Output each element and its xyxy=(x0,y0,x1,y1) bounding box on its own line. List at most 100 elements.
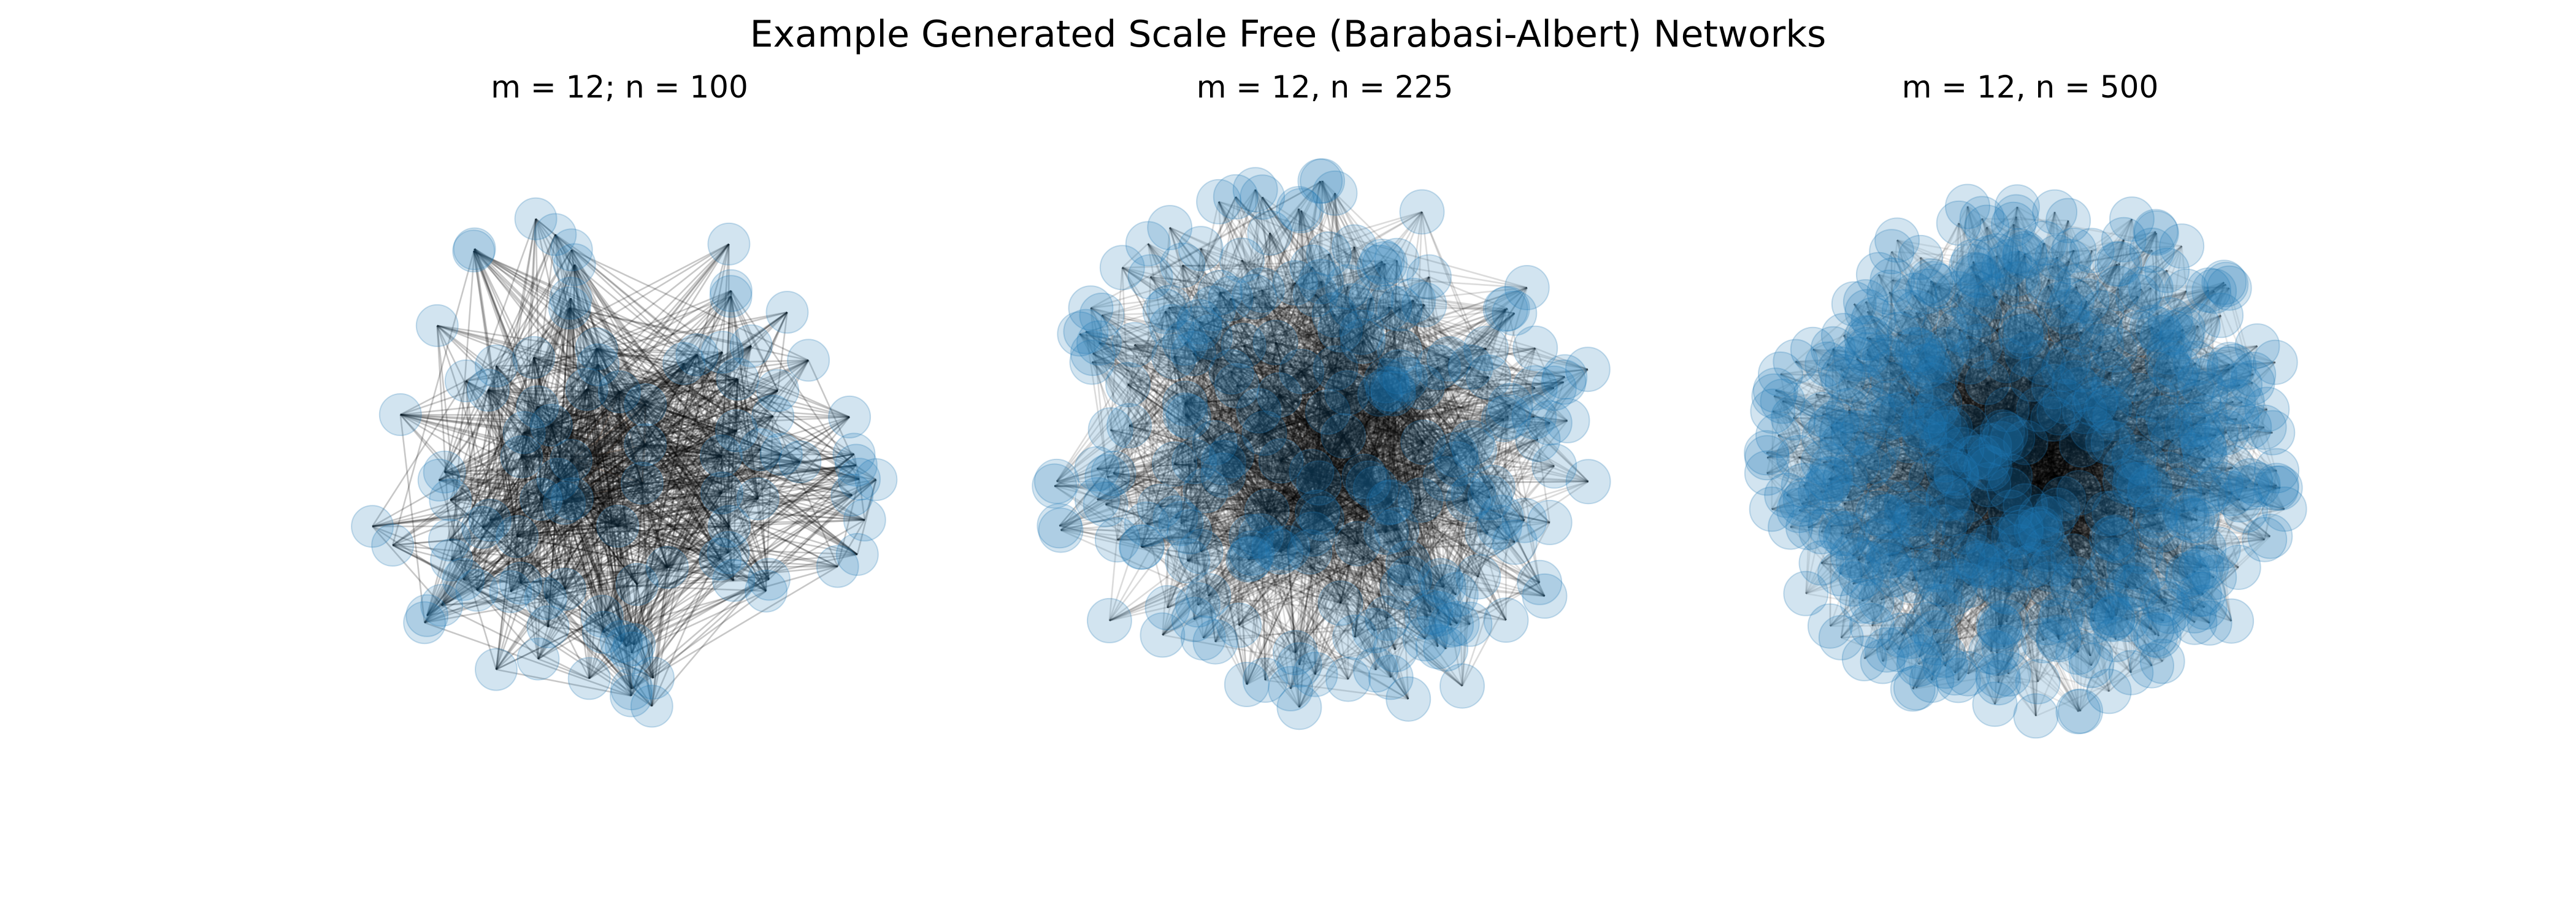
network-edge xyxy=(1202,394,1280,638)
network-edge xyxy=(1387,286,1528,389)
network-edge xyxy=(1378,267,1401,310)
network-edge xyxy=(1309,518,1323,553)
network-edge xyxy=(1287,389,1394,549)
network-edge xyxy=(1097,306,1390,500)
network-edge xyxy=(1374,488,1440,615)
network-edge xyxy=(1235,196,1457,596)
network-edge xyxy=(1340,329,1394,394)
network-edge xyxy=(1169,227,1370,484)
network-edge xyxy=(449,502,565,541)
network-edge xyxy=(463,578,767,592)
network-edge xyxy=(426,456,523,616)
network-edge xyxy=(1357,483,1370,544)
network-edge xyxy=(1189,263,1386,532)
network-edge xyxy=(1390,309,1506,678)
network-edge xyxy=(1312,380,1387,535)
network-edge xyxy=(554,234,623,642)
network-edge xyxy=(1250,499,1469,559)
network-edge xyxy=(2007,401,2066,410)
network-edge xyxy=(1318,297,1373,483)
network-edge xyxy=(1164,310,1444,588)
network-edge xyxy=(1339,329,1376,489)
network-edge xyxy=(1311,300,1414,472)
network-edge xyxy=(642,430,737,484)
network-edge xyxy=(737,378,762,450)
network-edge xyxy=(1357,496,1490,545)
network-edge xyxy=(621,526,730,642)
network-edge xyxy=(521,432,525,457)
network-edge xyxy=(1321,180,1349,288)
network-edge xyxy=(400,413,542,500)
network-edge xyxy=(1407,454,1457,564)
network-edge xyxy=(1368,482,1392,503)
network-edge xyxy=(621,558,721,642)
network-edge xyxy=(1300,210,1424,443)
network-edge xyxy=(1394,442,1424,650)
network-edge xyxy=(1361,299,1414,333)
network-edge xyxy=(1249,501,1392,559)
network-node xyxy=(1374,237,1420,283)
network-edge xyxy=(1334,193,1541,583)
network-edge xyxy=(1327,261,1383,413)
network-edge xyxy=(1174,463,1589,483)
network-edge xyxy=(451,354,698,561)
network-edge xyxy=(426,234,556,616)
network-edge xyxy=(1346,392,1442,581)
network-node xyxy=(1420,564,1466,610)
network-edge xyxy=(570,460,623,642)
network-edge xyxy=(645,443,858,556)
network-edge xyxy=(597,364,643,484)
network-edge xyxy=(1961,449,1990,486)
network-node xyxy=(499,561,542,605)
network-edge xyxy=(1197,366,1471,606)
network-edge xyxy=(1213,307,1424,443)
network-edge xyxy=(547,460,572,627)
network-edge xyxy=(2010,442,2026,513)
network-edge xyxy=(524,424,552,434)
network-edge xyxy=(557,354,698,480)
network-edge xyxy=(1106,386,1422,478)
network-edge xyxy=(495,366,542,500)
network-edge xyxy=(1127,384,1216,443)
network-node xyxy=(543,567,586,611)
network-edge xyxy=(564,502,668,569)
network-edge xyxy=(1162,380,1387,636)
network-edge xyxy=(1184,402,1403,588)
network-edge xyxy=(1140,298,1232,548)
network-edge xyxy=(1167,337,1211,608)
network-edge xyxy=(424,583,637,624)
network-edge xyxy=(630,584,638,696)
network-edge xyxy=(1180,393,1381,524)
network-edge xyxy=(487,389,542,500)
network-edge xyxy=(1287,371,1400,549)
network-edge xyxy=(1182,264,1381,395)
network-edge xyxy=(720,359,810,457)
network-edge xyxy=(533,357,619,527)
network-edge xyxy=(570,389,588,461)
network-edge xyxy=(1334,314,1551,424)
network-edge xyxy=(1243,345,1265,434)
network-edge xyxy=(1164,310,1319,513)
network-edge xyxy=(1985,467,1990,485)
network-edge xyxy=(1364,475,1474,496)
network-edge xyxy=(473,251,518,537)
network-edge xyxy=(1334,193,1348,393)
network-edge xyxy=(1200,248,1458,624)
network-edge xyxy=(449,389,588,541)
network-edge xyxy=(1091,307,1211,339)
network-node xyxy=(1341,453,1387,499)
network-edge xyxy=(1335,367,1394,394)
network-edge xyxy=(1374,616,1428,632)
network-edge xyxy=(1197,304,1425,606)
network-edge xyxy=(1122,267,1525,521)
network-edge xyxy=(1374,618,1389,670)
network-edge xyxy=(521,443,646,458)
network-edge xyxy=(537,404,646,660)
network-edge xyxy=(1455,309,1506,455)
network-edge xyxy=(1113,472,1318,513)
network-edge xyxy=(1321,518,1447,650)
network-node xyxy=(1451,427,1497,473)
network-edge xyxy=(2001,432,2011,490)
network-edge xyxy=(1236,385,1282,462)
network-edge xyxy=(1171,308,1400,328)
